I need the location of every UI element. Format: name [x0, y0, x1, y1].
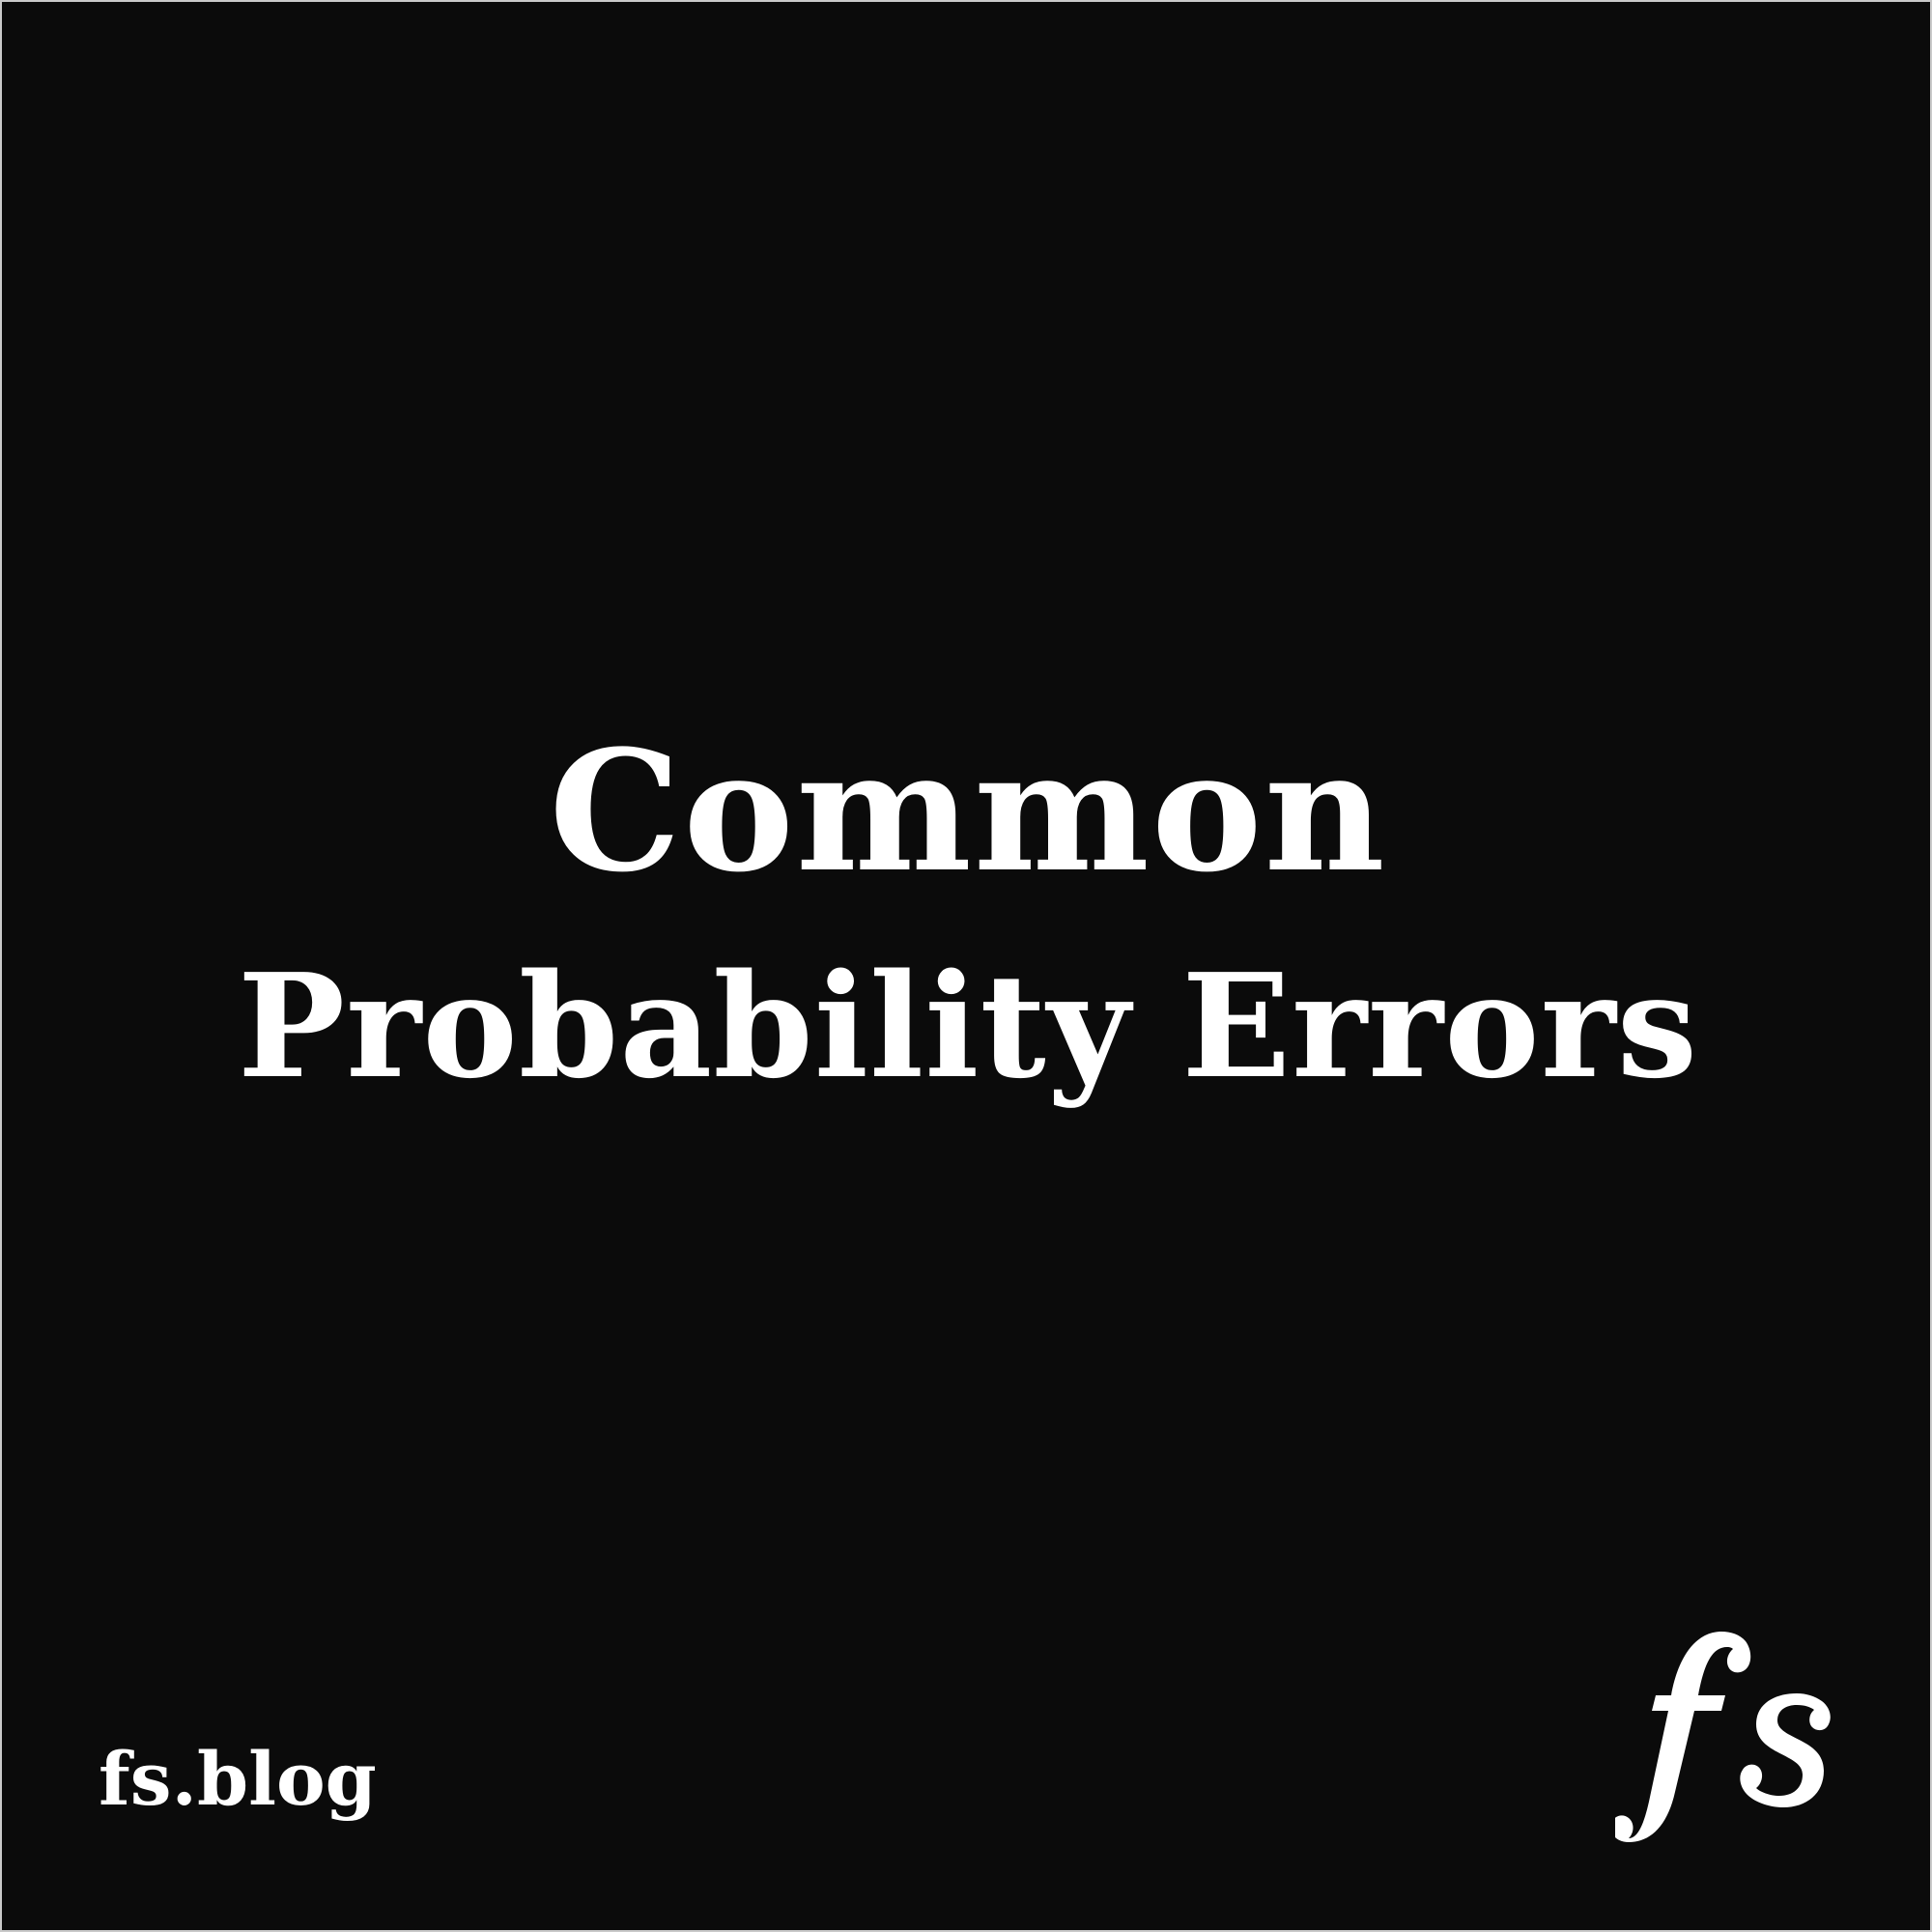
fs-logo-icon: [1615, 1610, 1847, 1861]
title-line-1: Common: [549, 713, 1387, 909]
footer-url: fs.blog: [99, 1736, 377, 1822]
fs-logo-svg: [1615, 1632, 1831, 1842]
title-line-2: Probability Errors: [237, 942, 1699, 1110]
